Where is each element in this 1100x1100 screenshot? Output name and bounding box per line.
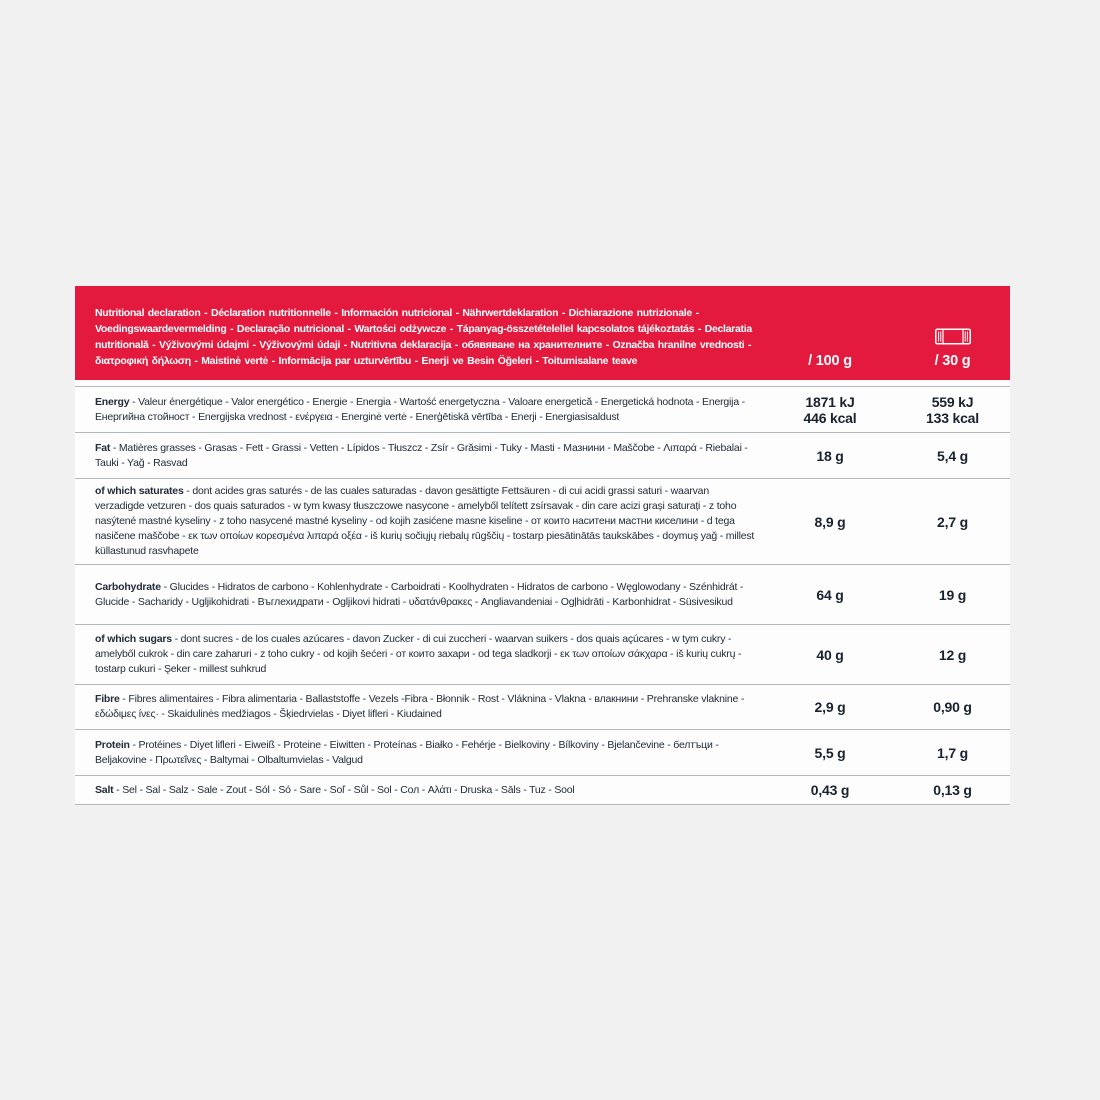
value-per-100g: 5,5 g — [814, 744, 846, 761]
value-per-100g: 8,9 g — [814, 513, 846, 530]
row-description: Protein - Protéines - Diyet lifleri - Ei… — [75, 738, 765, 768]
nutrition-table-body: Energy - Valeur énergétique - Valor ener… — [75, 380, 1010, 805]
row-translations: - Protéines - Diyet lifleri - Eiweiß - P… — [95, 738, 719, 766]
row-term: of which sugars — [95, 633, 172, 645]
table-row-fibre: Fibre - Fibres alimentaires - Fibra alim… — [75, 685, 1010, 730]
row-term: Fat — [95, 441, 111, 454]
value-per-30g: 0,90 g — [933, 699, 972, 715]
value-per-30g: 1,7 g — [937, 744, 968, 761]
nutrition-label: Nutritional declaration - Déclaration nu… — [75, 286, 1010, 805]
row-term: Protein — [95, 738, 130, 751]
table-row-sugars: of which sugars - dont sucres - de los c… — [75, 625, 1010, 685]
nutrition-label-header: Nutritional declaration - Déclaration nu… — [75, 286, 1010, 380]
row-translations: - Glucides - Hidratos de carbono - Kohle… — [95, 580, 744, 608]
value-per-30g: 2,7 g — [937, 513, 968, 530]
table-row-salt: Salt - Sel - Sal - Salz - Sale - Zout - … — [75, 776, 1010, 805]
table-row-carbohydrate: Carbohydrate - Glucides - Hidratos de ca… — [75, 565, 1010, 625]
value-per-100g: 1871 kJ 446 kcal — [803, 393, 857, 426]
value-per-30g: 19 g — [938, 586, 967, 603]
value-per-100g: 0,43 g — [810, 782, 850, 798]
row-description: Salt - Sel - Sal - Salz - Sale - Zout - … — [75, 783, 765, 798]
row-description: Fibre - Fibres alimentaires - Fibra alim… — [75, 692, 765, 722]
row-term: Energy — [95, 395, 130, 408]
value-per-30g: 0,13 g — [933, 782, 972, 798]
value-per-30g: 5,4 g — [937, 447, 968, 464]
value-per-100g: 18 g — [816, 447, 844, 464]
row-term: Salt — [95, 783, 114, 796]
row-description: of which sugars - dont sucres - de los c… — [75, 632, 765, 677]
row-translations: - Valeur énergétique - Valor energético … — [95, 395, 745, 423]
per-30g-label: / 30 g — [934, 353, 971, 369]
row-translations: - dont acides gras saturés - de las cual… — [95, 485, 755, 557]
row-description: Carbohydrate - Glucides - Hidratos de ca… — [75, 580, 765, 610]
value-per-30g: 559 kJ 133 kcal — [926, 393, 979, 426]
per-100g-label: / 100 g — [808, 353, 852, 369]
row-translations: - Fibres alimentaires - Fibra alimentari… — [95, 693, 745, 720]
table-row-saturates: of which saturates - dont acides gras sa… — [75, 479, 1010, 565]
row-translations: - Matières grasses - Grasas - Fett - Gra… — [95, 441, 748, 469]
column-header-per-30g: / 30 g — [895, 328, 1010, 369]
energy-bar-icon — [934, 328, 971, 349]
column-header-per-100g: / 100 g — [765, 353, 895, 369]
row-description: Energy - Valeur énergétique - Valor ener… — [75, 395, 765, 425]
row-term: Carbohydrate — [95, 580, 161, 593]
nutrition-declaration-title: Nutritional declaration - Déclaration nu… — [95, 307, 752, 367]
row-term: of which saturates — [95, 485, 184, 497]
row-term: Fibre — [95, 693, 120, 705]
value-per-100g: 40 g — [816, 646, 844, 663]
row-description: Fat - Matières grasses - Grasas - Fett -… — [75, 441, 765, 471]
table-row-fat: Fat - Matières grasses - Grasas - Fett -… — [75, 433, 1010, 479]
row-translations: - dont sucres - de los cuales azúcares -… — [95, 633, 742, 675]
value-per-100g: 64 g — [816, 586, 844, 603]
value-per-100g: 2,9 g — [814, 699, 846, 715]
value-per-30g: 12 g — [938, 646, 967, 663]
row-translations: - Sel - Sal - Salz - Sale - Zout - Sól -… — [113, 783, 575, 796]
table-row-protein: Protein - Protéines - Diyet lifleri - Ei… — [75, 730, 1010, 776]
row-description: of which saturates - dont acides gras sa… — [75, 484, 765, 559]
table-row-energy: Energy - Valeur énergétique - Valor ener… — [75, 386, 1010, 433]
